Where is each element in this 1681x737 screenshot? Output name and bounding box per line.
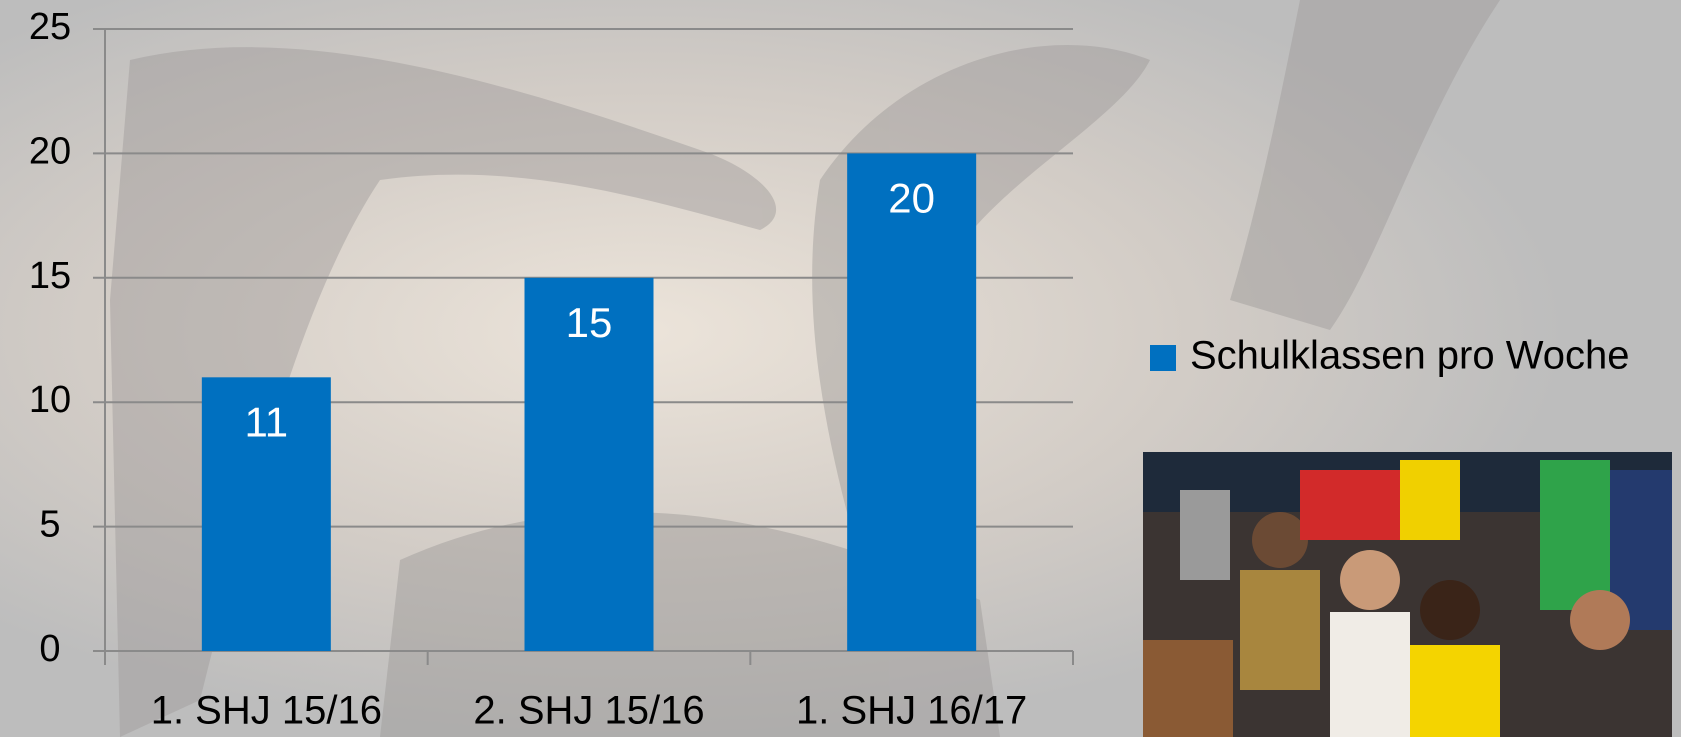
y-tick-label: 0 (39, 628, 60, 670)
x-tick-label: 2. SHJ 15/16 (473, 689, 704, 733)
y-tick-label: 10 (29, 379, 71, 421)
legend-label: Schulklassen pro Woche (1190, 334, 1630, 378)
data-label: 11 (245, 398, 289, 445)
data-label: 15 (566, 299, 613, 346)
bar (201, 377, 331, 651)
x-tick-label: 1. SHJ 16/17 (796, 689, 1027, 733)
y-tick-label: 25 (29, 6, 71, 48)
y-tick-label: 15 (29, 255, 71, 297)
data-label: 20 (888, 174, 935, 221)
y-tick-label: 5 (39, 504, 60, 546)
legend-swatch (1150, 345, 1176, 371)
bar (524, 277, 654, 651)
y-tick-label: 20 (29, 130, 71, 172)
x-tick-label: 1. SHJ 15/16 (151, 689, 382, 733)
photo (1143, 452, 1672, 737)
bar (847, 153, 977, 651)
